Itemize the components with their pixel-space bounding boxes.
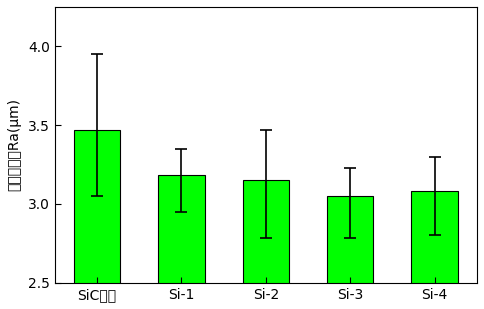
Bar	[327, 196, 374, 309]
Bar	[158, 176, 205, 309]
Bar	[242, 180, 289, 309]
Bar	[74, 130, 120, 309]
Y-axis label: 表面粗糙度Ra(μm): 表面粗糙度Ra(μm)	[7, 98, 21, 191]
Bar	[411, 191, 458, 309]
